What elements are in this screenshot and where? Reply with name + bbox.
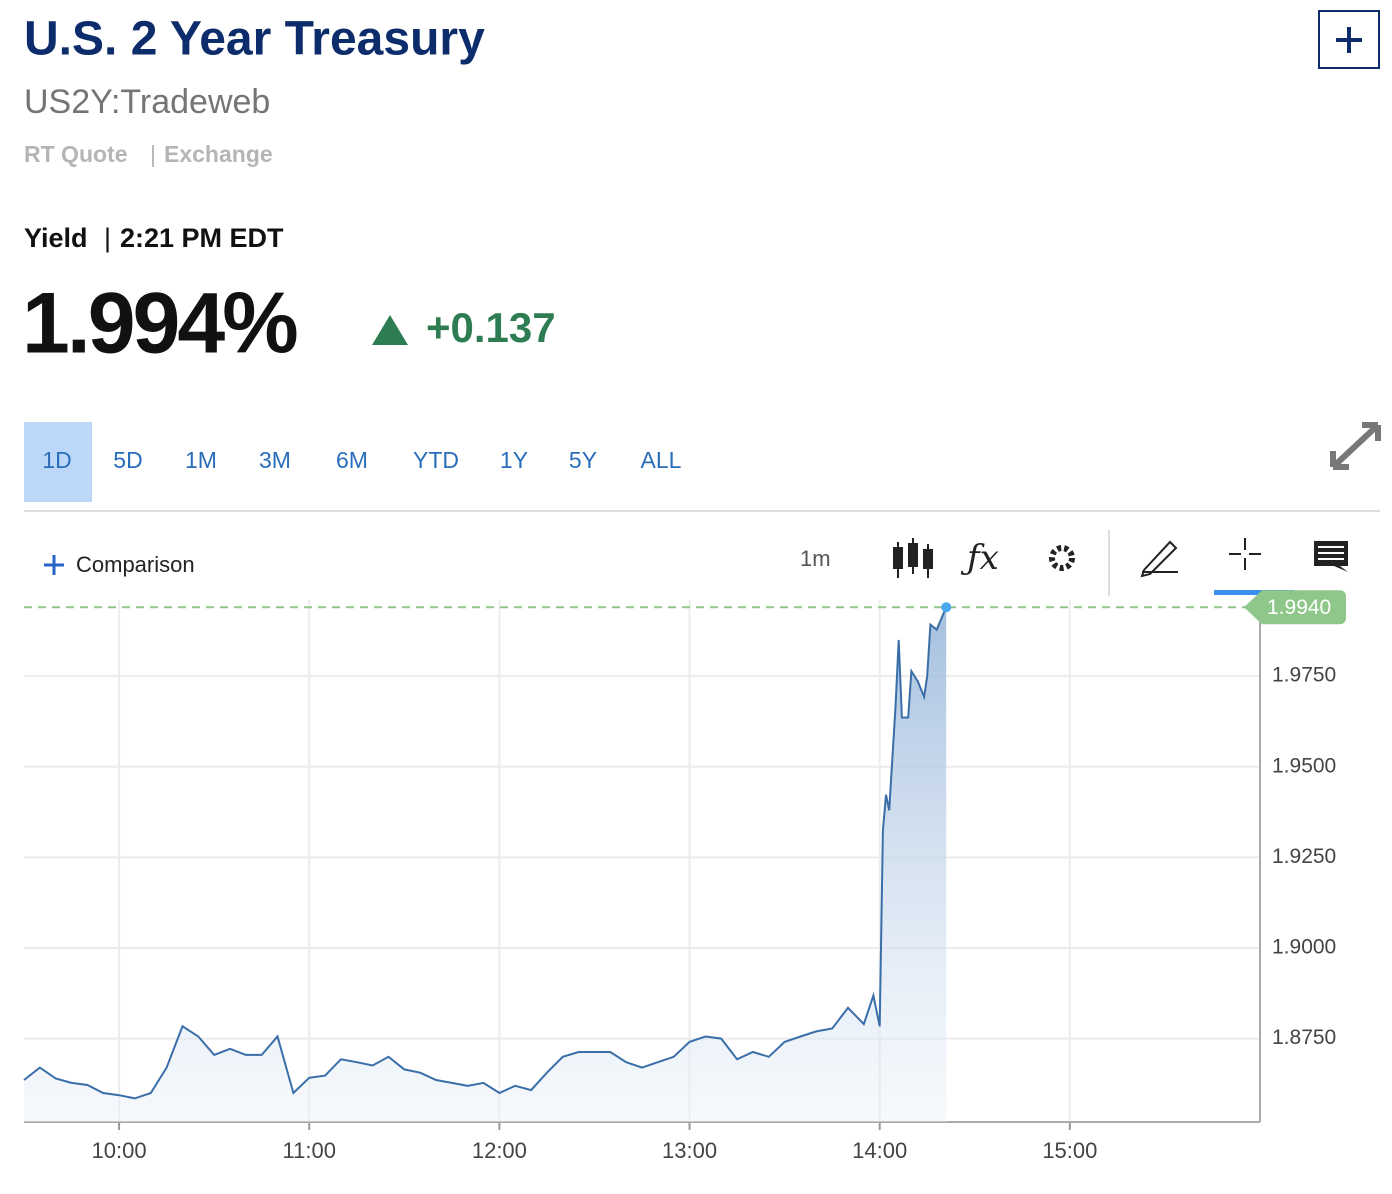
studies-icon[interactable]: ƒx	[960, 538, 999, 578]
range-tab[interactable]: 5Y	[569, 447, 597, 473]
range-tab[interactable]: 5D	[113, 447, 142, 473]
x-tick-label: 10:00	[92, 1138, 147, 1163]
draw-icon[interactable]	[1140, 540, 1178, 578]
y-tick-label: 1.9250	[1272, 845, 1336, 868]
comment-lines	[1318, 546, 1344, 560]
area	[24, 607, 947, 1122]
range-tab[interactable]: 1M	[185, 447, 217, 473]
range-tab[interactable]: YTD	[413, 447, 459, 473]
line	[23, 606, 948, 1100]
last-value-label: 1.9940	[1267, 596, 1331, 619]
candles-icon[interactable]	[893, 538, 933, 578]
quote-time: 2:21 PM EDT	[120, 223, 284, 253]
separator: |	[150, 141, 156, 167]
last-value-tag	[1244, 590, 1346, 625]
separator: |	[104, 223, 111, 253]
range-tab[interactable]: 1D	[42, 447, 71, 473]
quote-type: RT Quote	[24, 141, 128, 167]
x-tick-label: 15:00	[1042, 1138, 1097, 1163]
chart: 1.8750 1.9000 1.9250 1.9500 1.9750 10:00 11:00…	[23, 590, 1346, 1163]
x-tick-label: 11:00	[283, 1138, 336, 1163]
interval[interactable]: 1m	[800, 546, 831, 571]
x-tick-label: 13:00	[662, 1138, 717, 1163]
yield-label: Yield	[24, 223, 88, 253]
comparison[interactable]: Comparison	[76, 552, 195, 577]
plus-icon	[1336, 27, 1362, 53]
comparison-plus[interactable]	[44, 555, 64, 575]
range-tab[interactable]: 6M	[336, 447, 368, 473]
crosshair-icon[interactable]	[1229, 538, 1261, 570]
range-selected	[24, 422, 92, 502]
y-tick-label: 1.8750	[1272, 1026, 1336, 1049]
x-tick-label: 14:00	[852, 1138, 907, 1163]
symbol: US2Y:Tradeweb	[24, 83, 270, 121]
crosshair-active	[1214, 590, 1294, 595]
up-arrow	[372, 315, 408, 345]
y-tick-label: 1.9500	[1272, 754, 1336, 777]
add-button[interactable]	[1318, 10, 1380, 69]
range-tab[interactable]: 1Y	[500, 447, 528, 473]
y-tick-label: 1.9750	[1272, 664, 1336, 687]
quote-source: Exchange	[164, 141, 273, 167]
title: U.S. 2 Year Treasury	[24, 13, 485, 66]
price: 1.994%	[22, 276, 297, 372]
y-tick-label: 1.9000	[1272, 936, 1336, 959]
comment-icon[interactable]	[1314, 541, 1348, 572]
range-tab[interactable]: ALL	[641, 447, 682, 473]
expand-icon[interactable]	[1330, 422, 1381, 470]
settings-icon[interactable]	[1049, 545, 1075, 571]
last-point	[941, 602, 952, 613]
range-tab[interactable]: 3M	[259, 447, 291, 473]
change: +0.137	[426, 304, 556, 351]
range-tabs: 1D 5D 1M 3M 6M YTD 1Y 5Y ALL	[42, 447, 681, 473]
x-tick-label: 12:00	[472, 1138, 527, 1163]
